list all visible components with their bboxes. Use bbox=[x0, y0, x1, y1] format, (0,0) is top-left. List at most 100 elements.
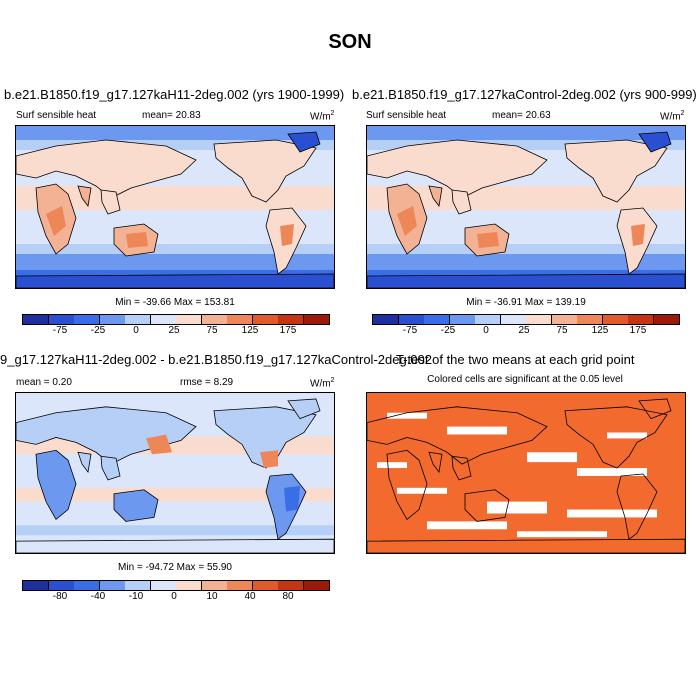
colorbar-cell bbox=[125, 581, 151, 590]
continent-outline-se-asia bbox=[451, 455, 472, 481]
panel2-variable-label: Surf sensible heat bbox=[366, 110, 447, 121]
warm-anomaly-kuroshio bbox=[146, 434, 172, 455]
non-significant-cell bbox=[517, 531, 607, 538]
colorbar-cell bbox=[74, 315, 100, 324]
continent-antarctica bbox=[367, 273, 685, 288]
continent-india bbox=[428, 185, 443, 207]
colorbar-cell bbox=[278, 581, 304, 590]
continent-india bbox=[77, 451, 92, 473]
colorbar-tick-label: 0 bbox=[171, 591, 177, 602]
colorbar-cell bbox=[449, 315, 476, 324]
continent-se-asia bbox=[100, 189, 121, 215]
colorbar-cell bbox=[227, 581, 253, 590]
continent-antarctica bbox=[16, 538, 334, 553]
panel1-title: b.e21.B1850.f19_g17.127kaH11-2deg.002 (y… bbox=[4, 87, 345, 102]
colorbar-cell bbox=[653, 315, 680, 324]
colorbar-cell bbox=[150, 581, 177, 590]
map-group bbox=[367, 393, 685, 553]
colorbar-tick-label: -80 bbox=[52, 591, 68, 602]
continent-se-asia bbox=[451, 189, 472, 215]
colorbar-cell bbox=[150, 315, 177, 324]
panel1-colorbar bbox=[22, 314, 330, 325]
panel2-map-svg bbox=[367, 126, 685, 288]
colorbar-cell bbox=[176, 581, 202, 590]
panel2-mean-label: mean= 20.63 bbox=[492, 110, 551, 121]
colorbar-cell bbox=[74, 581, 100, 590]
colorbar-cell bbox=[373, 315, 399, 324]
colorbar-cell bbox=[500, 315, 527, 324]
continent-greenland bbox=[638, 131, 672, 153]
north-mid-band bbox=[16, 140, 334, 150]
south-cool-band bbox=[16, 525, 334, 536]
south-mid-band bbox=[16, 244, 334, 254]
colorbar-cell bbox=[398, 315, 425, 324]
non-significant-cell bbox=[377, 462, 407, 469]
panel3-rmse-label: rmse = 8.29 bbox=[180, 377, 234, 388]
colorbar-tick-label: -25 bbox=[440, 325, 456, 336]
panel3-title-clip: 9_g17.127kaH11-2deg.002 - b.e21.B1850.f1… bbox=[0, 352, 440, 370]
colorbar-cell bbox=[577, 315, 603, 324]
non-significant-cell bbox=[397, 487, 447, 494]
continent-greenland bbox=[287, 398, 321, 420]
panel3-minmax: Min = -94.72 Max = 55.90 bbox=[118, 562, 232, 573]
panel4-map bbox=[366, 392, 686, 554]
hotspot-africa bbox=[46, 206, 66, 236]
figure-title: SON bbox=[328, 31, 372, 53]
panel2-map bbox=[366, 125, 686, 289]
colorbar-cell bbox=[602, 315, 629, 324]
non-significant-cell bbox=[427, 521, 507, 530]
panel2-colorbar bbox=[372, 314, 680, 325]
colorbar-tick-label: 75 bbox=[556, 325, 568, 336]
non-significant-cell bbox=[487, 501, 547, 514]
panel1-map bbox=[15, 125, 335, 289]
continent-outline-north-america bbox=[564, 406, 668, 469]
continent-outline-eurasia bbox=[367, 406, 548, 465]
colorbar-cell bbox=[23, 581, 49, 590]
colorbar-tick-label: 0 bbox=[483, 325, 489, 336]
continent-outline-antarctica bbox=[367, 538, 685, 553]
colorbar-cell bbox=[99, 315, 126, 324]
continent-antarctica bbox=[16, 273, 334, 288]
panel3-title: 9_g17.127kaH11-2deg.002 - b.e21.B1850.f1… bbox=[0, 352, 432, 367]
panel4-subtitle: Colored cells are significant at the 0.0… bbox=[427, 374, 623, 385]
continent-outline-south-america bbox=[616, 473, 658, 540]
non-significant-cell bbox=[527, 452, 577, 463]
non-significant-cell bbox=[447, 426, 507, 435]
hotspot-south-america bbox=[280, 224, 294, 246]
south-warm-band bbox=[16, 487, 334, 502]
panel4-map-svg bbox=[367, 393, 685, 553]
panel2-units: W/m2 bbox=[660, 110, 685, 123]
colorbar-cell bbox=[424, 315, 450, 324]
panel1-mean-label: mean= 20.83 bbox=[142, 110, 201, 121]
continent-greenland bbox=[287, 131, 321, 153]
colorbar-cell bbox=[252, 581, 279, 590]
colorbar-tick-label: 175 bbox=[279, 325, 297, 336]
panel3-mean-label: mean = 0.20 bbox=[16, 377, 72, 388]
panel2-title: b.e21.B1850.f19_g17.127kaControl-2deg.00… bbox=[352, 87, 697, 102]
colorbar-cell bbox=[227, 315, 253, 324]
continent-outline-australia bbox=[464, 489, 510, 522]
colorbar-tick-label: 25 bbox=[518, 325, 530, 336]
colorbar-cell bbox=[551, 315, 578, 324]
colorbar-tick-label: 0 bbox=[133, 325, 139, 336]
colorbar-tick-label: -75 bbox=[402, 325, 418, 336]
hotspot-australia bbox=[477, 232, 499, 248]
map-group bbox=[16, 393, 334, 553]
colorbar-cell bbox=[48, 581, 75, 590]
colorbar-tick-label: 175 bbox=[629, 325, 647, 336]
continent-outline-india bbox=[428, 451, 443, 473]
continent-se-asia bbox=[100, 455, 121, 481]
panel1-variable-label: Surf sensible heat bbox=[16, 110, 97, 121]
hotspot-australia bbox=[126, 232, 148, 248]
panel2-colorbar-ticks: -75 -25 0 25 75 125 175 bbox=[372, 325, 678, 339]
warm-anomaly-gulf bbox=[260, 450, 278, 469]
south-cold-band bbox=[367, 254, 685, 270]
colorbar-tick-label: -40 bbox=[90, 591, 106, 602]
colorbar-cell bbox=[628, 315, 654, 324]
colorbar-tick-label: 10 bbox=[206, 591, 218, 602]
non-significant-cell bbox=[567, 509, 657, 518]
map-group bbox=[367, 126, 685, 288]
panel1-units: W/m2 bbox=[310, 110, 335, 123]
south-mid-band bbox=[367, 244, 685, 254]
non-significant-cell bbox=[387, 412, 427, 419]
